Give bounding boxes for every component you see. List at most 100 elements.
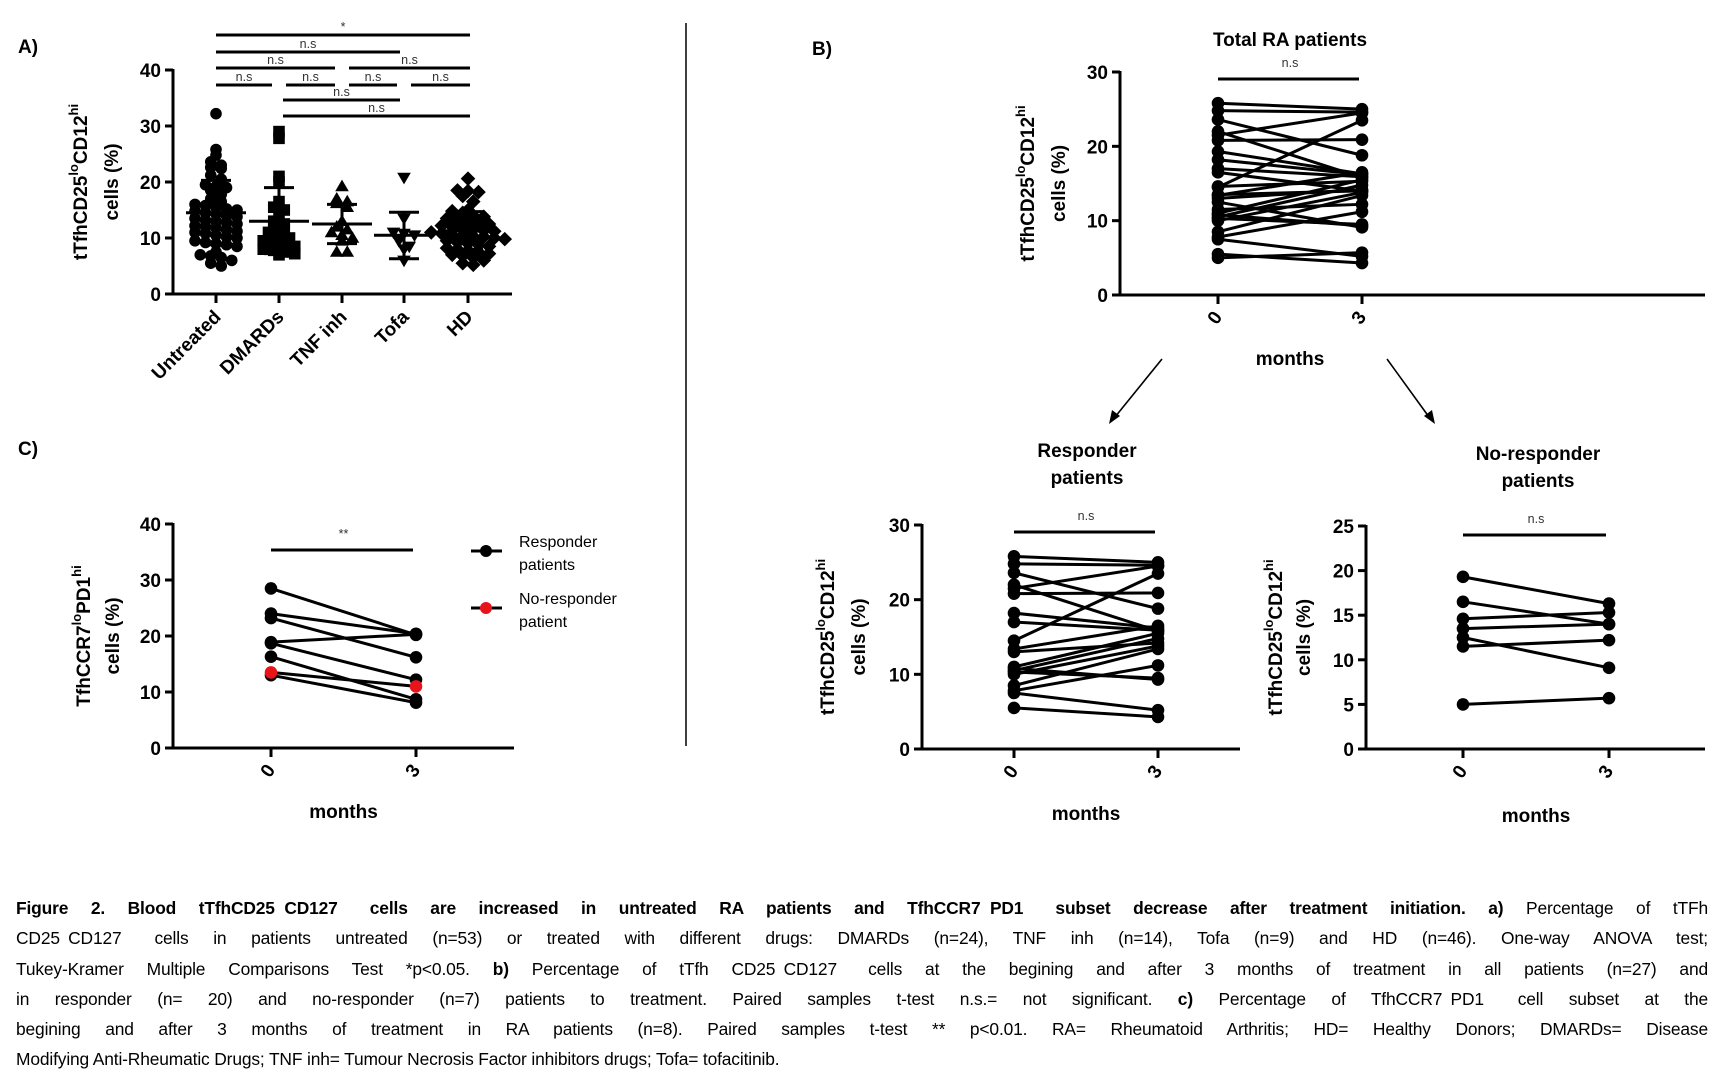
pair-line (1013, 591, 1159, 596)
caption-superscript: hi (338, 893, 348, 896)
y-axis-label-part: tTfhCD25 (71, 175, 92, 260)
data-point (345, 231, 360, 243)
data-point-month-3 (1602, 691, 1616, 705)
caption-superscript: lo (775, 954, 783, 957)
data-point-month-3 (1355, 221, 1369, 234)
y-axis-label: tTfhCD25loCD12hi (1261, 559, 1287, 715)
y-axis-label-line2: cells (%) (1049, 145, 1070, 222)
data-point-month-3 (1355, 198, 1369, 211)
data-point-month-0 (264, 636, 278, 650)
chart-title-line: patients (1051, 468, 1124, 489)
legend-item: Responder patients (471, 534, 598, 574)
pair-line (1013, 571, 1159, 611)
pair-line (1217, 179, 1363, 188)
data-point (340, 245, 355, 257)
y-tick-label: 20 (1333, 562, 1354, 583)
data-point-month-0 (1007, 587, 1021, 600)
paired-observation (1456, 691, 1616, 711)
y-tick-label: 0 (1343, 740, 1354, 761)
data-point (465, 194, 481, 209)
significance-label: n.s (267, 53, 284, 67)
data-point (273, 132, 285, 145)
x-tick-label: 0 (257, 761, 280, 782)
caption-text: b) (492, 958, 509, 979)
y-tick-label: 10 (1333, 651, 1354, 672)
panel-label-a: A) (18, 37, 38, 58)
data-point (340, 222, 355, 235)
paired-observation (1007, 662, 1165, 686)
caption-text: c) (1177, 988, 1193, 1009)
data-point (391, 236, 406, 248)
pair-line (1462, 600, 1610, 626)
data-point-month-3 (1151, 567, 1165, 580)
data-point (204, 193, 217, 205)
data-point (215, 260, 228, 272)
data-point-month-0 (1456, 631, 1470, 644)
y-tick-label: 30 (889, 516, 910, 537)
x-tick-label: 3 (1348, 308, 1371, 329)
legend-label: patients (519, 557, 575, 574)
data-point (288, 240, 301, 253)
y-axis-label-part: tTfhCD25 (818, 630, 839, 715)
panel-label-b: B) (812, 39, 832, 60)
paired-observation (1456, 606, 1616, 626)
y-tick-label: 20 (1087, 137, 1108, 158)
data-point (465, 208, 481, 223)
caption-text: CD127 (783, 958, 838, 979)
data-point (278, 218, 291, 230)
pair-line (1462, 696, 1610, 706)
pair-line (1013, 562, 1159, 567)
caption-text: Percentage of tTFh (1503, 898, 1708, 918)
caption-text: subset decrease after treatment initiati… (1032, 898, 1504, 918)
data-point (450, 235, 465, 250)
data-point (329, 192, 344, 204)
data-point-month-0 (1211, 104, 1225, 117)
data-point-month-0 (1211, 113, 1225, 126)
pair-line (1013, 564, 1159, 590)
pair-line (1217, 101, 1363, 111)
pair-line (1217, 109, 1363, 114)
chart-a-scatter: 0 10 20 30 40 tTfhCD25loCD12hi cells (%) Untrea… (66, 20, 513, 384)
y-axis-label: TfhCCR7loPD1hi (69, 565, 95, 706)
y-axis-label-part: CD12 (818, 570, 839, 619)
chart-title: Total RA patients (1213, 30, 1367, 51)
x-tick-label: 3 (1595, 762, 1618, 783)
y-axis-label-part: hi (1013, 105, 1028, 117)
arrow-to-noresponder (1386, 358, 1435, 424)
pair-line (1013, 691, 1159, 712)
y-axis-label-part: hi (813, 559, 828, 571)
y-tick-label: 25 (1333, 517, 1355, 538)
data-point (471, 215, 486, 230)
data-point-month-0 (1456, 595, 1470, 609)
data-point (210, 107, 222, 120)
x-category-label: Tofa (371, 306, 414, 349)
data-point (450, 212, 465, 228)
significance-label: n.s (365, 70, 382, 84)
caption-line: Modifying Anti-Rheumatic Drugs; TNF inh=… (16, 1044, 1708, 1074)
caption-text: cells at the begining and after 3 months… (845, 958, 1708, 979)
data-point (335, 179, 349, 192)
significance-label: n.s (1282, 56, 1299, 70)
caption-text: Modifying Anti-Rheumatic Drugs; TNF inh=… (16, 1049, 780, 1070)
paired-observation (1456, 631, 1616, 675)
data-point (283, 232, 296, 244)
y-tick-label: 40 (140, 515, 161, 536)
chart-c: 0 10 20 30 40 TfhCCR7loPD1hi cells (%) 0 3 months… (69, 515, 618, 823)
y-axis-label: tTfhCD25loCD12hi (1013, 105, 1039, 261)
paired-observation (1211, 113, 1369, 162)
legend-marker (480, 602, 492, 614)
caption-text: in responder (n= 20) and no-responder (n… (16, 988, 1178, 1009)
data-point-month-3 (1602, 606, 1616, 619)
x-tick-label: 3 (1144, 762, 1167, 783)
data-point (460, 171, 476, 186)
caption-text: Percentage of tTfh CD25 (508, 958, 776, 979)
data-point (439, 233, 455, 249)
pair-line (1217, 251, 1363, 260)
y-axis-label-part: CD12 (1266, 571, 1287, 620)
data-point (397, 172, 411, 185)
caption-text: begining and after 3 months of treatment… (16, 1019, 1708, 1040)
caption-text: PD1 (1450, 988, 1485, 1009)
chart-title-line: patients (1502, 471, 1575, 492)
pair-line (270, 586, 417, 637)
x-category-label: HD (443, 307, 477, 341)
